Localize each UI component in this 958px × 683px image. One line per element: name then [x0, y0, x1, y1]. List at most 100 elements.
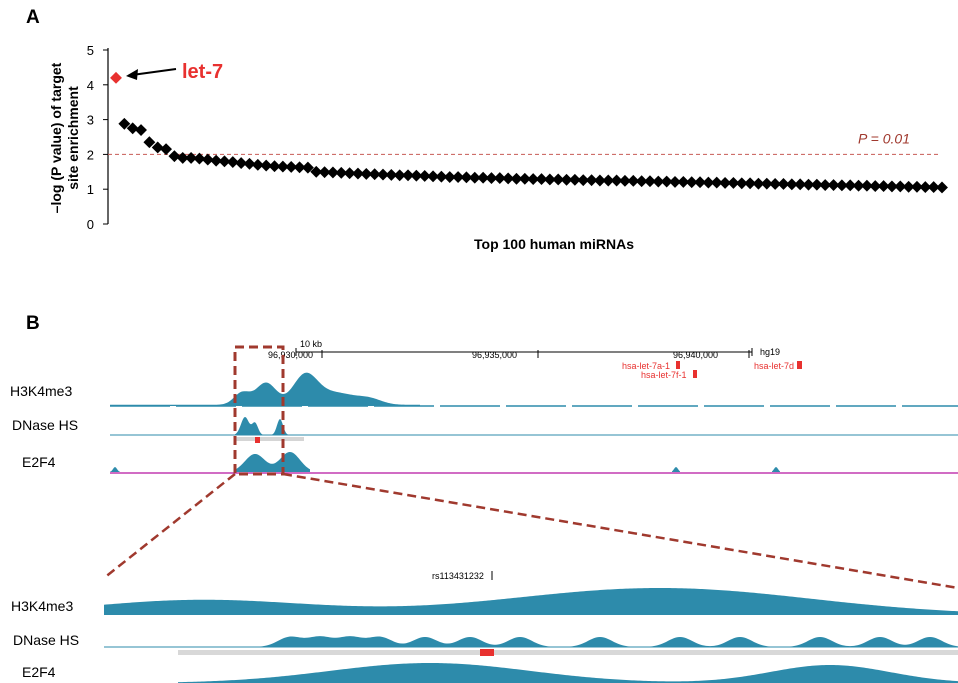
zoom-dnase-signal — [200, 636, 958, 647]
gene-annotations: hsa-let-7a-1 hsa-let-7f-1 hsa-let-7d — [622, 361, 802, 380]
y-tick-label: 3 — [87, 113, 94, 128]
e2f4-signal — [236, 451, 310, 472]
y-tick-label: 5 — [87, 43, 94, 58]
data-point — [160, 143, 173, 156]
data-point — [568, 173, 581, 186]
dnase-signal — [235, 416, 290, 435]
data-point — [644, 175, 656, 188]
data-point — [844, 179, 857, 192]
data-point — [251, 158, 264, 171]
panel-b-label: B — [26, 313, 40, 334]
dnase-snp-mark — [255, 437, 260, 443]
data-point — [210, 154, 223, 167]
gene-let-7a-1-mark — [676, 361, 680, 369]
assembly-label: hg19 — [760, 347, 780, 357]
panel-a-label: A — [26, 7, 40, 28]
e2f4-small-peak-3 — [772, 467, 780, 472]
snp-label: rs113431232 — [432, 571, 484, 581]
data-point — [794, 178, 807, 191]
track-label-h3k4me3: H3K4me3 — [10, 383, 73, 399]
zoom-dnase-gray-bar — [178, 650, 958, 655]
coord-3: 96,940,000 — [673, 350, 718, 360]
data-point — [226, 156, 239, 168]
data-point — [502, 172, 515, 185]
gene-let-7d: hsa-let-7d — [754, 361, 794, 371]
data-point — [835, 179, 848, 192]
zoom-region — [103, 345, 958, 590]
data-point — [135, 124, 147, 136]
highlight-label: let-7 — [182, 61, 223, 83]
data-point — [777, 178, 790, 190]
data-point — [635, 175, 648, 188]
dnase-gray-bar — [236, 437, 304, 441]
data-point — [877, 180, 890, 193]
data-point — [827, 179, 840, 191]
zoom-dnase-snp-mark — [480, 649, 494, 656]
data-point — [927, 181, 940, 194]
data-point — [744, 177, 757, 190]
gene-let-7f-1: hsa-let-7f-1 — [641, 370, 687, 380]
y-tick-label: 1 — [87, 182, 94, 197]
data-point — [560, 173, 573, 186]
zoom-tracks — [104, 588, 958, 683]
data-point — [710, 176, 723, 189]
data-point — [143, 136, 156, 149]
highlight-arrowhead — [126, 69, 138, 80]
snp-annotation: rs113431232 — [432, 571, 493, 581]
e2f4-small-peak-1 — [110, 467, 120, 472]
data-point — [518, 172, 531, 185]
h3k4me3-signal — [110, 372, 420, 406]
data-point — [510, 172, 523, 185]
data-point — [885, 180, 898, 193]
zoom-box — [233, 345, 285, 476]
zoom-track-label-e2f4: E2F4 — [22, 664, 56, 680]
zoom-e2f4-signal — [178, 663, 958, 683]
highlight-point — [110, 71, 122, 84]
zoom-track-label-dnase: DNase HS — [13, 632, 80, 648]
zoom-line-right — [282, 472, 958, 590]
data-point — [593, 174, 606, 187]
y-tick-label: 0 — [87, 217, 94, 232]
data-point — [168, 150, 181, 163]
y-tick-label: 4 — [87, 78, 94, 93]
data-point — [602, 174, 615, 187]
gene-let-7f-1-mark — [693, 370, 697, 378]
genome-browser: 10 kb hg19 96,930,000 96,935,000 96,940,… — [103, 339, 958, 683]
coord-2: 96,935,000 — [472, 350, 517, 360]
data-point — [218, 155, 231, 168]
zoom-track-label-h3k4me3: H3K4me3 — [11, 598, 74, 614]
data-point — [610, 174, 623, 187]
data-point — [543, 173, 556, 186]
data-point — [735, 177, 748, 190]
chart-a: 0 1 2 3 4 5 P = 0.01 let-7 — [87, 43, 948, 232]
zoom-h3k4me3-signal — [104, 588, 958, 615]
track-label-dnase: DNase HS — [12, 417, 79, 433]
data-point — [860, 179, 873, 192]
y-tick-label: 2 — [87, 147, 94, 162]
data-point — [752, 177, 765, 190]
data-point — [535, 173, 548, 186]
track-label-e2f4: E2F4 — [22, 454, 56, 470]
scale-label: 10 kb — [300, 339, 322, 349]
data-point — [201, 153, 214, 166]
data-point — [852, 179, 865, 192]
threshold-label: P = 0.01 — [858, 130, 910, 146]
x-axis-label: Top 100 human miRNAs — [474, 236, 634, 252]
gene-let-7a-1: hsa-let-7a-1 — [622, 361, 670, 371]
data-point — [894, 180, 907, 193]
data-point — [193, 152, 206, 165]
coord-1: 96,930,000 — [268, 350, 313, 360]
data-point — [585, 174, 598, 187]
browser-tracks — [110, 372, 958, 474]
data-point — [936, 181, 948, 194]
data-point — [552, 173, 565, 186]
data-point — [810, 178, 823, 191]
zoom-line-left — [103, 473, 236, 579]
data-point — [785, 178, 798, 191]
data-point — [118, 117, 131, 130]
data-point — [760, 177, 773, 190]
gene-let-7d-mark — [797, 361, 802, 369]
e2f4-small-peak-2 — [672, 467, 680, 472]
highlight-arrow — [131, 68, 177, 76]
data-point — [802, 178, 815, 191]
